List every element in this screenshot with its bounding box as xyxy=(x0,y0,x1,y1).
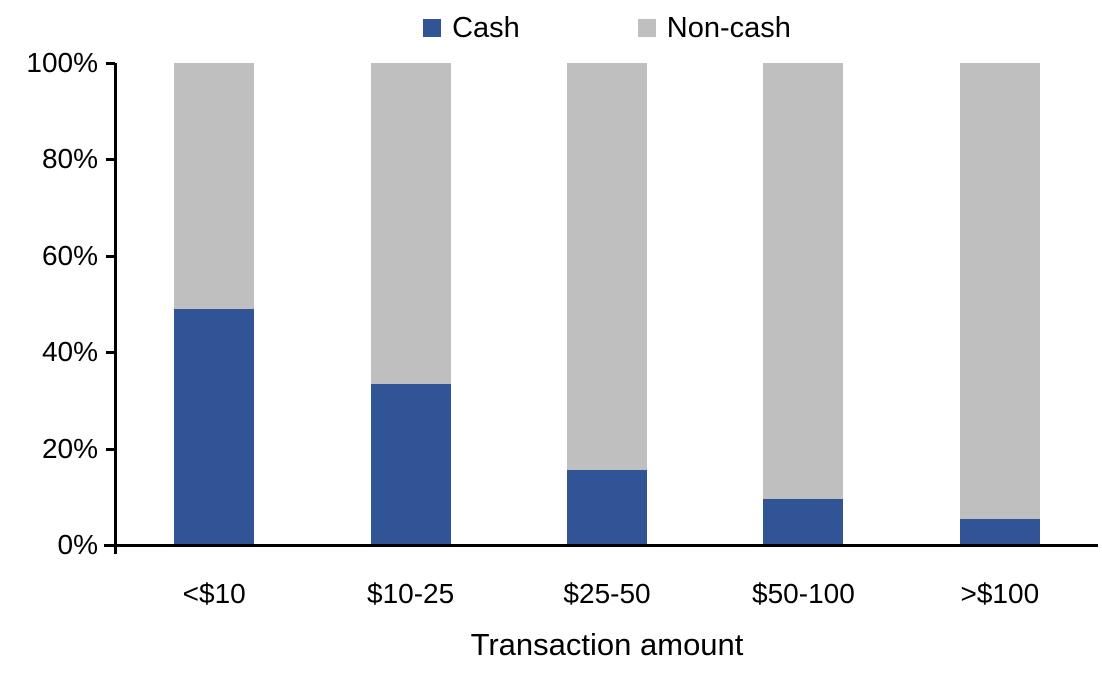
legend-label-cash: Cash xyxy=(452,12,520,44)
y-tick-label: 80% xyxy=(41,143,98,175)
y-tick-label: 0% xyxy=(57,529,98,560)
noncash-legend-swatch-icon xyxy=(637,19,656,37)
cash-segment xyxy=(174,308,255,545)
x-category-label: $10-25 xyxy=(367,578,455,609)
noncash-segment xyxy=(959,63,1040,519)
legend-item-cash: Cash xyxy=(423,10,520,46)
bar-cell xyxy=(509,63,705,545)
y-axis-tick xyxy=(106,158,115,162)
cash-segment xyxy=(959,518,1040,545)
bar-cell xyxy=(116,63,312,545)
y-axis-tick xyxy=(106,62,115,65)
legend-item-noncash: Non-cash xyxy=(637,10,791,46)
y-axis-tick xyxy=(106,254,115,258)
bar-cell xyxy=(902,63,1098,545)
plot-area xyxy=(116,63,1098,545)
y-axis-tick xyxy=(106,351,115,355)
x-category-label: >$100 xyxy=(960,578,1040,609)
cash-segment xyxy=(370,383,451,545)
legend: Cash Non-cash xyxy=(116,10,1098,46)
x-axis-labels: <$10 $10-25 $25-50 $50-100 >$100 xyxy=(116,579,1098,609)
y-axis-tick xyxy=(106,447,115,451)
cash-segment xyxy=(567,470,648,545)
stacked-bar-2 xyxy=(370,63,451,545)
stacked-bar-3 xyxy=(567,63,648,545)
y-tick-label: 40% xyxy=(41,336,98,368)
stacked-bar-1 xyxy=(174,63,255,545)
noncash-segment xyxy=(763,63,844,500)
noncash-segment xyxy=(370,63,451,384)
y-tick-label: 60% xyxy=(41,239,98,271)
y-axis-line xyxy=(114,63,117,545)
noncash-segment xyxy=(567,63,648,471)
bar-cell xyxy=(705,63,901,545)
x-axis-tick xyxy=(114,547,117,554)
x-axis-line xyxy=(104,544,1098,547)
x-category-label: $50-100 xyxy=(752,578,855,609)
y-tick-label: 100% xyxy=(26,47,98,78)
legend-label-noncash: Non-cash xyxy=(666,12,791,44)
y-tick-label: 20% xyxy=(41,432,98,464)
x-category-label: <$10 xyxy=(182,578,246,609)
stacked-bar-4 xyxy=(763,63,844,545)
noncash-segment xyxy=(174,63,255,309)
x-category-label: $25-50 xyxy=(563,578,651,609)
cash-legend-swatch-icon xyxy=(423,19,442,37)
x-axis-title: Transaction amount xyxy=(470,627,744,662)
y-axis-labels: 0% 20% 40% 60% 80% 100% xyxy=(0,49,98,559)
bar-cell xyxy=(312,63,508,545)
cash-segment xyxy=(763,499,844,545)
stacked-bar-5 xyxy=(959,63,1040,545)
